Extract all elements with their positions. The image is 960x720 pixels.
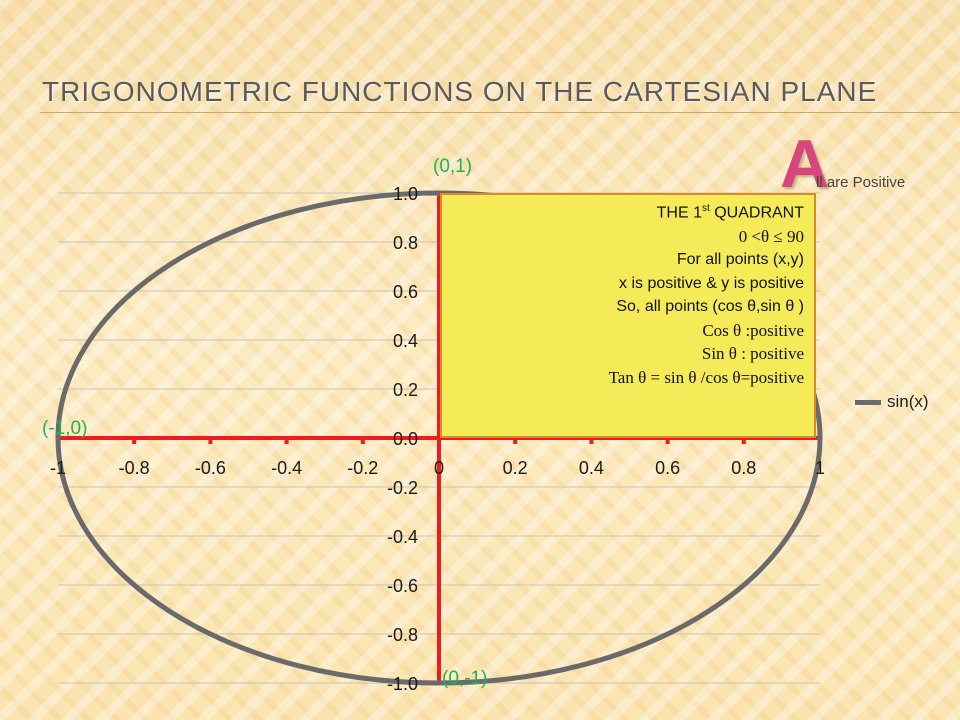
y-tick-label: -0.6 <box>387 576 418 596</box>
x-tick-label: 0.2 <box>503 458 528 478</box>
angle-range-line: 0 <θ ≤ 90 <box>738 226 804 246</box>
sin-positive-line: Sin θ : positive <box>701 344 804 364</box>
y-tick-label: -1.0 <box>387 674 418 694</box>
x-tick-label: 0.4 <box>579 458 604 478</box>
x-tick-label: 0.6 <box>655 458 680 478</box>
series-sin-x-circle <box>55 190 823 686</box>
first-quadrant-panel: THE 1st QUADRANT 0 <θ ≤ 90 For all point… <box>440 193 816 438</box>
big-letter-a: A <box>780 126 830 202</box>
all-positive-caption: ll are Positive <box>816 174 906 191</box>
legend-label: sin(x) <box>887 392 929 411</box>
x-tick-label: -0.4 <box>271 458 302 478</box>
chart-legend: sin(x) <box>855 392 929 412</box>
y-tick-label: 0.8 <box>393 233 418 253</box>
quadrant-heading: THE 1st QUADRANT <box>656 203 804 222</box>
x-tick-label: -1 <box>50 458 66 478</box>
y-tick-label: 0.4 <box>393 331 418 351</box>
point-label-bottom: (0,-1) <box>442 668 488 689</box>
point-label-top: (0,1) <box>433 156 473 177</box>
xy-positive-line: x is positive & y is positive <box>619 274 804 292</box>
x-tick-label: -0.2 <box>347 458 378 478</box>
x-tick-label: 1 <box>815 458 825 478</box>
y-tick-label: 1.0 <box>393 184 418 204</box>
x-tick-label: 0.8 <box>731 458 756 478</box>
y-tick-label: -0.4 <box>387 527 418 547</box>
y-tick-label: -0.8 <box>387 625 418 645</box>
legend-swatch <box>855 399 881 405</box>
x-tick-label: -0.8 <box>119 458 150 478</box>
y-tick-label: 0.6 <box>393 282 418 302</box>
x-tick-label: 0 <box>434 458 444 478</box>
y-tick-label: 0.2 <box>393 380 418 400</box>
title-divider <box>40 112 960 113</box>
point-label-left: (-1,0) <box>42 418 88 439</box>
points-line: For all points (x,y) <box>676 251 804 269</box>
tan-positive-line: Tan θ = sin θ /cos θ=positive <box>608 367 804 387</box>
y-tick-label: -0.2 <box>387 478 418 498</box>
y-tick-label: 0.0 <box>393 429 418 449</box>
slide-title: TRIGONOMETRIC FUNCTIONS ON THE CARTESIAN… <box>42 76 878 107</box>
cos-sin-points-line: So, all points (cos θ,sin θ ) <box>616 298 804 316</box>
cos-positive-line: Cos θ :positive <box>702 320 804 340</box>
x-tick-label: -0.6 <box>195 458 226 478</box>
